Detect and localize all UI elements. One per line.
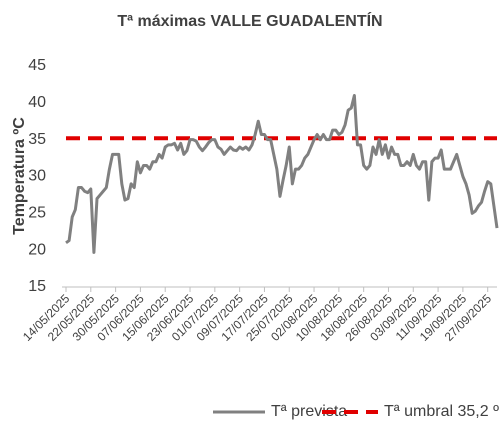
y-tick-label: 45 [28, 57, 46, 74]
y-axis-label: Temperatura ºC [11, 117, 28, 235]
y-tick-label: 20 [28, 241, 46, 258]
chart-title: Tª máximas VALLE GUADALENTÍN [117, 11, 382, 30]
y-tick-label: 35 [28, 131, 46, 148]
legend-label: Tª umbral 35,2 ºC [384, 403, 499, 420]
y-tick-label: 40 [28, 94, 46, 111]
y-tick-label: 30 [28, 168, 46, 185]
y-tick-label: 15 [28, 278, 46, 295]
data-line [65, 93, 499, 254]
legend-label: Tª prevista [271, 403, 347, 420]
y-tick-label: 25 [28, 205, 46, 222]
